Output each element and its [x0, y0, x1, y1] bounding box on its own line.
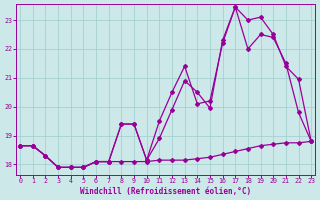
X-axis label: Windchill (Refroidissement éolien,°C): Windchill (Refroidissement éolien,°C) [80, 187, 251, 196]
